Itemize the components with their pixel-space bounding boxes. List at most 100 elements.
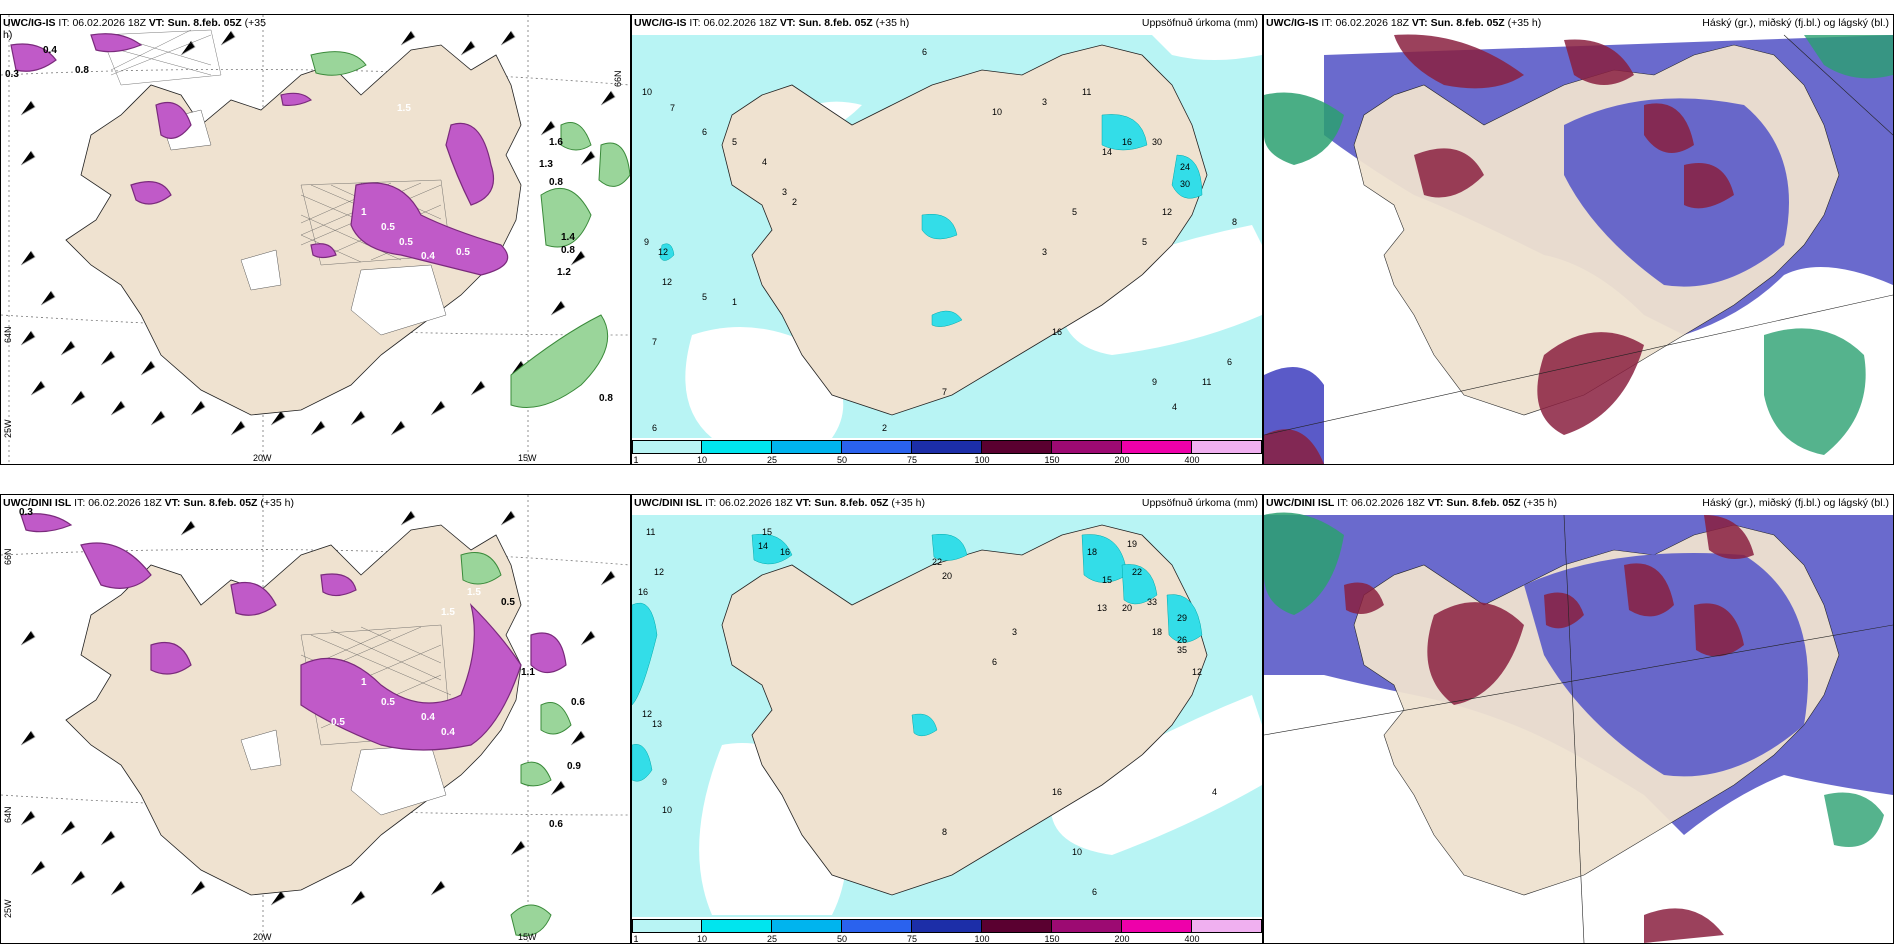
svg-text:2: 2 [882, 423, 887, 433]
map-top-right [1264, 15, 1893, 464]
panel-title-bot-left: UWC/DINI ISL IT: 06.02.2026 18Z VT: Sun.… [3, 497, 294, 509]
svg-text:5: 5 [1072, 207, 1077, 217]
svg-text:20: 20 [942, 571, 952, 581]
svg-text:20: 20 [1122, 603, 1132, 613]
svg-text:0.5: 0.5 [331, 717, 345, 728]
svg-text:9: 9 [1152, 377, 1157, 387]
panel-title-bot-mid: UWC/DINI ISL IT: 06.02.2026 18Z VT: Sun.… [634, 497, 925, 509]
svg-text:6: 6 [1227, 357, 1232, 367]
svg-text:3: 3 [1042, 247, 1047, 257]
svg-text:2: 2 [792, 197, 797, 207]
svg-text:1.5: 1.5 [467, 587, 481, 598]
svg-text:1.4: 1.4 [561, 232, 575, 243]
panel-bot-mid-precip: 11 16 12 13 12 15 14 16 22 20 18 19 15 2… [631, 494, 1263, 944]
svg-text:11: 11 [646, 527, 655, 537]
svg-text:7: 7 [670, 103, 675, 113]
svg-text:0.8: 0.8 [599, 393, 613, 404]
svg-text:12: 12 [1162, 207, 1172, 217]
panel-top-mid-precip: 10 7 6 5 4 3 2 6 11 3 10 14 16 30 24 30 … [631, 14, 1263, 465]
svg-text:0.5: 0.5 [381, 222, 395, 233]
svg-text:1.5: 1.5 [397, 103, 411, 114]
panel-subtitle-bot-mid: Uppsöfnuð úrkoma (mm) [1141, 497, 1258, 509]
svg-text:16: 16 [638, 587, 648, 597]
svg-text:1.2: 1.2 [557, 267, 571, 278]
svg-text:14: 14 [758, 541, 768, 551]
svg-text:35: 35 [1177, 645, 1187, 655]
svg-text:12: 12 [642, 709, 652, 719]
svg-text:12: 12 [1192, 667, 1202, 677]
label-64n: 64N [3, 326, 13, 343]
label-15w: 15W [518, 453, 537, 463]
svg-text:7: 7 [942, 387, 947, 397]
svg-text:16: 16 [1052, 787, 1062, 797]
svg-text:0.4: 0.4 [43, 45, 57, 56]
svg-text:9: 9 [644, 237, 649, 247]
svg-text:16: 16 [1052, 327, 1062, 337]
svg-text:8: 8 [942, 827, 947, 837]
svg-text:4: 4 [762, 157, 767, 167]
svg-text:0.4: 0.4 [421, 251, 435, 262]
panel-title-top-left: UWC/IG-IS IT: 06.02.2026 18Z VT: Sun. 8.… [3, 17, 266, 41]
svg-text:6: 6 [702, 127, 707, 137]
svg-text:0.8: 0.8 [75, 65, 89, 76]
panel-title-bot-right: UWC/DINI ISL IT: 06.02.2026 18Z VT: Sun.… [1266, 497, 1557, 509]
svg-text:6: 6 [922, 47, 927, 57]
svg-text:1.3: 1.3 [539, 159, 553, 170]
svg-text:7: 7 [652, 337, 657, 347]
svg-text:13: 13 [1097, 603, 1107, 613]
svg-text:24: 24 [1180, 162, 1190, 172]
svg-text:0.6: 0.6 [571, 697, 585, 708]
svg-text:8: 8 [1232, 217, 1237, 227]
svg-text:9: 9 [662, 777, 667, 787]
svg-text:12: 12 [654, 567, 664, 577]
svg-text:0.3: 0.3 [19, 507, 33, 518]
svg-text:0.3: 0.3 [5, 69, 19, 80]
svg-text:0.4: 0.4 [421, 712, 435, 723]
svg-text:1.6: 1.6 [549, 137, 563, 148]
svg-text:19: 19 [1127, 539, 1137, 549]
svg-text:12: 12 [662, 277, 672, 287]
map-bot-right [1264, 495, 1893, 943]
panel-subtitle-bot-right: Háský (gr.), miðský (fj.bl.) og lágský (… [1702, 497, 1889, 509]
map-bot-left: 20W 15W 66N 64N 25W 0.3 1.5 1.5 1 0.5 0.… [1, 495, 630, 943]
svg-text:5: 5 [732, 137, 737, 147]
svg-text:1: 1 [732, 297, 737, 307]
map-top-left: 20W 15W 66N 64N 25W 0.4 0.8 0.3 1.5 1 0.… [1, 15, 630, 464]
colorbar-bottom: 1 10 25 50 75 100 150 200 400 [632, 917, 1262, 943]
svg-text:3: 3 [1042, 97, 1047, 107]
svg-text:16: 16 [780, 547, 790, 557]
panel-top-right-clouds: UWC/IG-IS IT: 06.02.2026 18Z VT: Sun. 8.… [1263, 14, 1894, 465]
panel-subtitle-top-right: Háský (gr.), miðský (fj.bl.) og lágský (… [1702, 17, 1889, 29]
svg-text:15: 15 [1102, 575, 1112, 585]
svg-text:11: 11 [1082, 87, 1091, 97]
map-bot-mid: 11 16 12 13 12 15 14 16 22 20 18 19 15 2… [632, 515, 1262, 917]
svg-text:0.8: 0.8 [549, 177, 563, 188]
svg-text:6: 6 [992, 657, 997, 667]
svg-text:5: 5 [1142, 237, 1147, 247]
label-15w-bot: 15W [518, 932, 537, 942]
svg-text:26: 26 [1177, 635, 1187, 645]
svg-text:3: 3 [782, 187, 787, 197]
svg-text:0.5: 0.5 [399, 237, 413, 248]
panel-bot-right-clouds: UWC/DINI ISL IT: 06.02.2026 18Z VT: Sun.… [1263, 494, 1894, 944]
colorbar-top: 1 10 25 50 75 100 150 200 400 [632, 438, 1262, 464]
svg-text:1: 1 [361, 677, 367, 688]
svg-text:4: 4 [1172, 402, 1177, 412]
svg-text:0.6: 0.6 [549, 819, 563, 830]
svg-text:10: 10 [1072, 847, 1082, 857]
svg-text:1.1: 1.1 [521, 667, 535, 678]
svg-text:33: 33 [1147, 597, 1157, 607]
svg-text:0.9: 0.9 [567, 761, 581, 772]
svg-text:4: 4 [1212, 787, 1217, 797]
svg-text:1: 1 [361, 207, 367, 218]
label-66n-bot: 66N [3, 548, 13, 565]
svg-text:29: 29 [1177, 613, 1187, 623]
svg-text:11: 11 [1202, 377, 1211, 387]
panel-title-top-mid: UWC/IG-IS IT: 06.02.2026 18Z VT: Sun. 8.… [634, 17, 910, 29]
svg-text:1.5: 1.5 [441, 607, 455, 618]
label-64n-bot: 64N [3, 806, 13, 823]
svg-text:18: 18 [1152, 627, 1162, 637]
panel-bot-left-snowfall: 20W 15W 66N 64N 25W 0.3 1.5 1.5 1 0.5 0.… [0, 494, 631, 944]
svg-text:0.5: 0.5 [456, 247, 470, 258]
svg-text:10: 10 [662, 805, 672, 815]
